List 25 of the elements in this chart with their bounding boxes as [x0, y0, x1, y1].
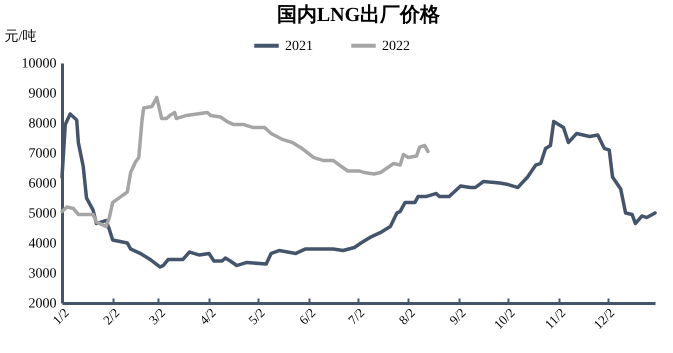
y-tick-label: 8000 [28, 116, 56, 132]
x-tick-label: 10/2 [490, 305, 518, 332]
line-series [60, 96, 430, 228]
x-tick-label: 11/2 [542, 305, 568, 332]
y-tick-label: 6000 [28, 176, 56, 192]
legend-label: 2022 [382, 38, 410, 54]
y-tick-label: 7000 [28, 146, 56, 162]
x-tick-label: 4/2 [196, 305, 219, 328]
chart-title: 国内LNG出厂价格 [276, 4, 442, 26]
y-tick-label: 2000 [28, 296, 56, 312]
legend-label: 2021 [285, 38, 313, 54]
y-tick-label: 9000 [28, 86, 56, 102]
x-tick-label: 3/2 [146, 305, 168, 328]
y-axis-title: 元/吨 [4, 28, 36, 44]
x-tick-label: 8/2 [396, 305, 418, 328]
x-tick-label: 5/2 [245, 305, 268, 328]
y-tick-label: 4000 [28, 236, 56, 252]
x-tick-label: 7/2 [345, 305, 368, 328]
x-tick-label: 9/2 [446, 305, 469, 328]
x-tick-label: 6/2 [296, 305, 318, 328]
y-tick-label: 10000 [22, 56, 56, 72]
x-tick-label: 2/2 [100, 305, 122, 328]
y-tick-label: 5000 [28, 206, 56, 222]
y-tick-label: 3000 [28, 266, 56, 282]
x-tick-label: 12/2 [590, 305, 618, 332]
